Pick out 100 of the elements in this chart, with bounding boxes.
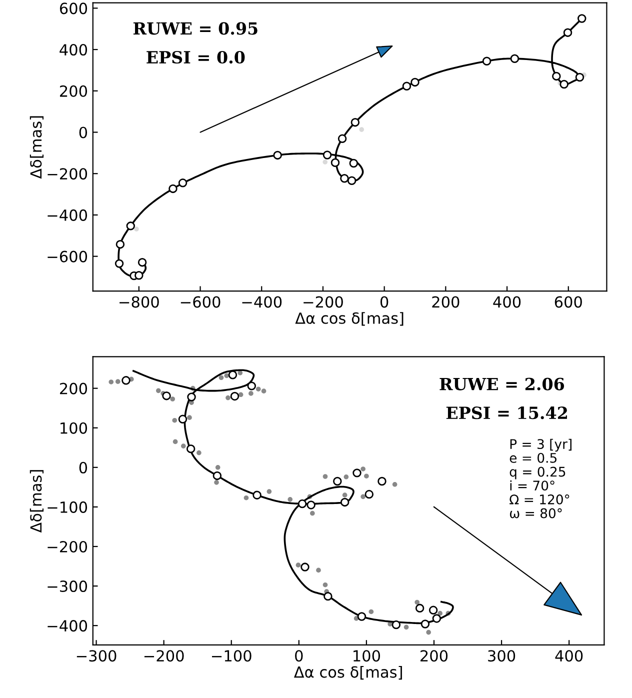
point: [560, 80, 568, 89]
point: [196, 450, 202, 456]
point: [256, 386, 261, 392]
point: [359, 127, 364, 132]
point: [266, 489, 272, 494]
point: [178, 414, 188, 424]
point: [578, 14, 586, 23]
y-tick-label: −200: [48, 168, 88, 180]
point: [563, 28, 572, 37]
y-tick-label: −100: [48, 501, 88, 513]
point: [115, 379, 120, 384]
point: [392, 620, 401, 630]
point: [248, 391, 254, 396]
point: [187, 415, 192, 420]
point: [134, 226, 139, 232]
y-axis-title: Δδ[mas]: [30, 470, 44, 533]
point: [333, 476, 342, 486]
point: [134, 270, 144, 280]
point: [228, 370, 238, 380]
point: [330, 158, 340, 168]
y-axis-title: Δδ[mas]: [30, 116, 44, 179]
annotation: Ω = 120°: [510, 494, 570, 504]
point: [172, 418, 178, 423]
point: [247, 382, 256, 390]
point: [273, 150, 282, 160]
point: [316, 568, 321, 573]
point: [214, 480, 219, 485]
x-tick-label: 600: [554, 296, 582, 308]
x-tick-label: 100: [354, 650, 380, 662]
point: [238, 392, 244, 398]
point: [322, 474, 328, 479]
point: [347, 176, 356, 186]
point: [300, 562, 310, 572]
point: [552, 72, 561, 81]
x-tick-label: −600: [180, 296, 220, 308]
point: [322, 150, 332, 160]
y-tick-label: −600: [48, 250, 88, 262]
point: [310, 510, 315, 516]
point: [575, 72, 584, 82]
annotation: P = 3 [yr]: [510, 438, 572, 452]
point: [322, 160, 328, 164]
y-tick-label: 200: [60, 85, 88, 97]
point: [298, 499, 307, 508]
point: [324, 592, 332, 601]
y-tick-label: 0: [79, 126, 88, 138]
point: [288, 497, 293, 502]
y-tick-label: −400: [48, 209, 88, 221]
y-tick-label: −200: [48, 540, 88, 553]
y-tick-label: 0: [79, 462, 88, 474]
x-tick-label: 400: [555, 650, 583, 662]
point: [116, 240, 125, 249]
annotation: EPSI = 15.42: [446, 406, 567, 420]
point: [378, 476, 386, 486]
point: [168, 184, 178, 194]
point: [122, 376, 130, 385]
point: [261, 388, 266, 394]
point: [402, 82, 412, 90]
point: [342, 492, 348, 498]
point: [420, 620, 430, 628]
point: [108, 380, 114, 384]
y-tick-label: −400: [48, 620, 88, 632]
point: [178, 178, 188, 188]
point: [244, 495, 249, 500]
x-tick-label: −200: [144, 650, 184, 662]
point: [414, 600, 420, 605]
x-tick-label: 300: [488, 650, 516, 662]
x-tick-label: −800: [120, 296, 159, 308]
annotation: EPSI = 0.0: [146, 50, 245, 64]
y-tick-label: 200: [60, 382, 88, 394]
point: [230, 392, 240, 401]
point: [224, 373, 230, 378]
point: [364, 490, 374, 499]
y-tick-label: 600: [60, 2, 88, 14]
point: [415, 604, 424, 613]
point: [438, 610, 442, 616]
annotation: i = 70°: [510, 480, 554, 491]
x-tick-label: −100: [212, 650, 252, 662]
point: [170, 396, 176, 402]
point: [186, 444, 196, 454]
point: [364, 474, 369, 479]
point: [296, 562, 301, 568]
point: [410, 78, 420, 87]
x-axis-title: Δα cos δ[mas]: [294, 666, 402, 680]
point: [432, 614, 442, 623]
point: [212, 471, 222, 480]
x-tick-label: −400: [242, 296, 282, 308]
annotation: RUWE = 0.95: [133, 22, 258, 35]
point: [360, 466, 366, 472]
point: [357, 612, 366, 621]
point: [360, 494, 366, 500]
point: [368, 609, 374, 614]
y-tick-label: −300: [48, 580, 88, 592]
point: [426, 630, 431, 635]
point: [482, 56, 492, 66]
point: [510, 54, 520, 63]
point: [352, 468, 362, 478]
point: [349, 158, 358, 168]
x-tick-label: 200: [420, 650, 448, 662]
point: [404, 624, 409, 630]
point: [350, 118, 360, 127]
